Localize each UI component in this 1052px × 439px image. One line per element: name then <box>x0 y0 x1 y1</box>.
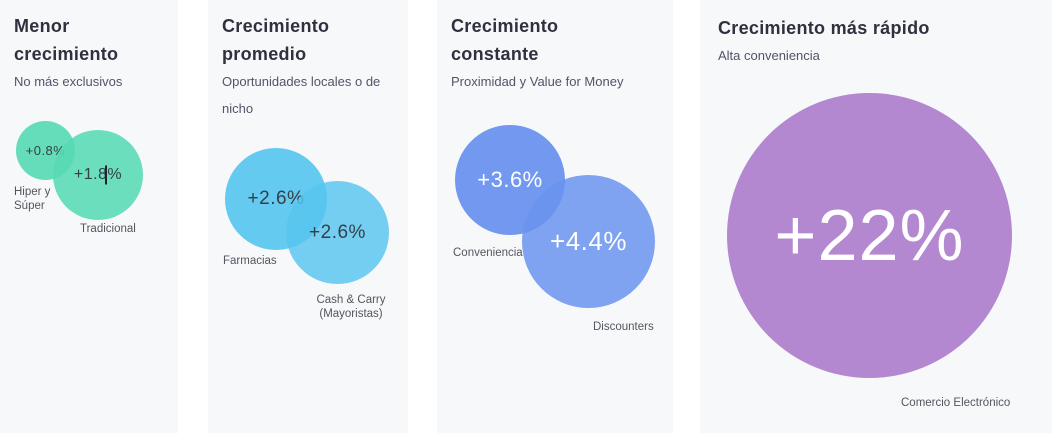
panel-subtitle: No más exclusivos <box>14 74 123 89</box>
bubble-discounters: +4.4% <box>522 175 655 308</box>
bubble-label-tradicional: Tradicional <box>80 223 136 235</box>
panel-menor-crecimiento: Menor crecimiento No más exclusivos Hipe… <box>0 0 178 433</box>
panel-crecimiento-mas-rapido: Crecimiento más rápido Alta conveniencia… <box>700 0 1052 433</box>
panel-subtitle: Proximidad y Value for Money <box>451 74 624 89</box>
panel-title: Crecimiento constante <box>451 16 559 64</box>
bubble-value-editing[interactable]: +1.8% <box>73 166 123 183</box>
panel-title: Crecimiento más rápido <box>718 18 930 38</box>
bubble-label-discounters: Discounters <box>593 321 654 333</box>
panel-title: Menor crecimiento <box>14 16 119 64</box>
bubble-value: +4.4% <box>550 226 627 256</box>
bubble-label-cash-and-carry: Cash & Carry (Mayoristas) <box>316 294 386 320</box>
panel-title: Crecimiento promedio <box>222 16 330 64</box>
panel-subtitle: Oportunidades locales o de nicho <box>222 74 381 116</box>
bubble-label-comercio-electronico: Comercio Electrónico <box>901 397 1011 409</box>
bubble-tradicional: +1.8% <box>53 130 143 220</box>
panel-crecimiento-constante: Crecimiento constante Proximidad y Value… <box>437 0 673 433</box>
bubble-label-farmacias: Farmacias <box>223 255 277 267</box>
bubble-value: +22% <box>774 195 965 276</box>
bubble-comercio-electronico: +22% <box>727 93 1012 378</box>
bubble-value: +2.6% <box>247 188 305 209</box>
panel-crecimiento-promedio: Crecimiento promedio Oportunidades local… <box>208 0 408 433</box>
bubble-value: +2.6% <box>309 221 366 243</box>
bubble-cash-and-carry: +2.6% <box>286 181 389 284</box>
text-cursor <box>105 165 107 185</box>
bubble-value: +0.8% <box>25 143 66 158</box>
bubble-label-hiper-y-super: Hiper y Súper <box>14 186 51 212</box>
bubble-value: +3.6% <box>477 167 543 192</box>
panel-subtitle: Alta conveniencia <box>718 48 820 63</box>
bubble-label-conveniencia: Conveniencia <box>453 247 523 259</box>
